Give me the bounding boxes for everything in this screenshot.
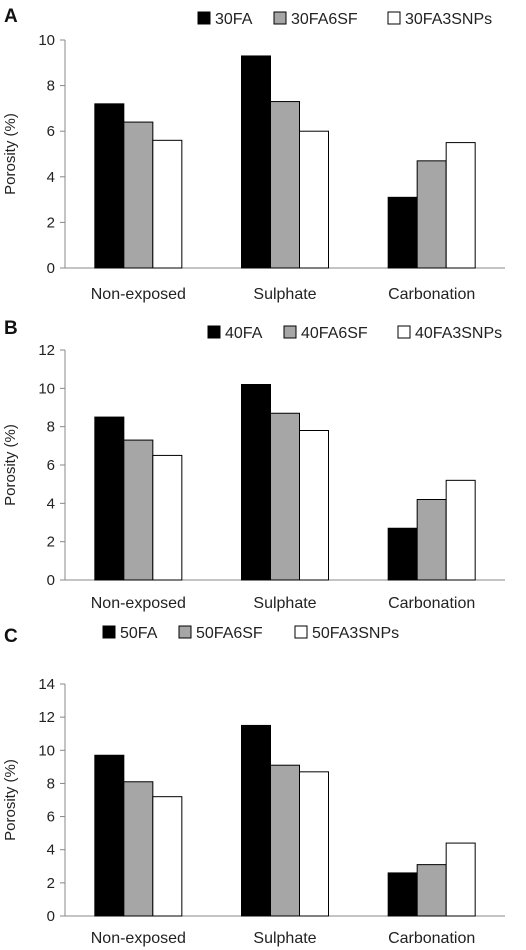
chart-a-y-tick-label: 2 xyxy=(47,214,55,231)
chart-c-y-tick-label: 6 xyxy=(47,809,55,826)
chart-b-y-tick-label: 4 xyxy=(47,495,55,512)
chart-panel-a: A 0 2 4 6 8 10 Porosity (%) Non-exposed Sulphate C… xyxy=(0,0,526,312)
chart-c-bar-50fa-non-exposed xyxy=(94,754,125,917)
chart-c-bar-50fa-carbonation xyxy=(387,872,418,917)
chart-b-legend-label: 40FA xyxy=(225,325,263,342)
chart-a-bar-30fa-sulphate xyxy=(241,55,271,269)
chart-a-y-tick-label: 4 xyxy=(47,169,55,186)
chart-c-legend-label: 50FA6SF xyxy=(196,625,263,642)
chart-c-y-tick-label: 0 xyxy=(47,908,55,925)
chart-a-legend-label: 30FA3SNPs xyxy=(405,11,492,28)
chart-a-x-category-label: Carbonation xyxy=(388,286,475,303)
chart-b-svg: B 0 2 4 6 8 10 12 Porosity (%) Non-exposed Sulphat… xyxy=(2,318,505,612)
chart-b-y-tick-label: 0 xyxy=(47,572,55,589)
chart-b-y-tick-label: 8 xyxy=(47,419,55,436)
chart-b-bar-40fa3snps-sulphate xyxy=(299,430,329,581)
chart-b-bar-40fa-carbonation xyxy=(387,527,418,581)
chart-b-panel-letter: B xyxy=(4,318,18,339)
chart-a-bar-30fa6sf-sulphate xyxy=(270,101,300,269)
chart-a-x-category-label: Sulphate xyxy=(253,286,316,303)
chart-c-y-tick-label: 10 xyxy=(38,742,55,759)
chart-a-y-tick-label: 10 xyxy=(38,32,55,49)
chart-c-y-tick-label: 2 xyxy=(47,875,55,892)
chart-panel-c: C 0 2 4 6 8 10 12 14 Porosity (%) Non-exposed Sulph… xyxy=(0,622,526,950)
chart-b-bar-40fa-non-exposed xyxy=(94,416,125,581)
chart-a-bar-30fa-non-exposed xyxy=(94,103,125,269)
chart-b-bar-40fa-sulphate xyxy=(241,384,271,581)
chart-b-bar-40fa6sf-sulphate xyxy=(270,412,300,581)
chart-c-y-tick-label: 4 xyxy=(47,842,55,859)
chart-b-bar-40fa6sf-carbonation xyxy=(416,499,447,581)
chart-c-x-category-label: Sulphate xyxy=(253,930,316,947)
chart-a-bar-30fa6sf-non-exposed xyxy=(123,121,154,269)
chart-c-legend-swatch xyxy=(178,625,192,639)
chart-a-bar-30fa3snps-non-exposed xyxy=(152,139,183,269)
chart-a-bar-30fa6sf-carbonation xyxy=(416,160,447,269)
chart-a-panel-letter: A xyxy=(4,6,18,27)
chart-a-legend-swatch xyxy=(273,11,287,25)
chart-c-panel-letter: C xyxy=(4,626,18,647)
chart-c-x-category-label: Non-exposed xyxy=(91,930,186,947)
chart-c-legend-swatch xyxy=(102,625,116,639)
chart-c-legend-label: 50FA xyxy=(120,625,158,642)
chart-c-legend-swatch xyxy=(294,625,308,639)
chart-c-y-tick-label: 14 xyxy=(38,676,55,693)
chart-c-bar-50fa6sf-non-exposed xyxy=(123,781,154,917)
chart-a-y-tick-label: 0 xyxy=(47,260,55,277)
chart-b-y-tick-label: 12 xyxy=(38,342,55,359)
chart-c-y-tick-label: 12 xyxy=(38,709,55,726)
chart-a-x-category-label: Non-exposed xyxy=(91,286,186,303)
chart-c-svg: C 0 2 4 6 8 10 12 14 Porosity (%) Non-exposed Sulph… xyxy=(2,625,505,947)
chart-a-y-tick-label: 6 xyxy=(47,123,55,140)
chart-b-bar-40fa3snps-carbonation xyxy=(445,479,476,581)
chart-b-y-tick-label: 2 xyxy=(47,534,55,551)
chart-b-legend-label: 40FA6SF xyxy=(301,325,368,342)
chart-b-bar-40fa6sf-non-exposed xyxy=(123,439,154,581)
chart-c-bar-50fa3snps-non-exposed xyxy=(152,796,183,917)
chart-a-bar-30fa3snps-carbonation xyxy=(445,142,476,269)
chart-a-legend-label: 30FA xyxy=(215,11,253,28)
chart-b-bar-40fa3snps-non-exposed xyxy=(152,454,183,581)
chart-b-y-axis-label: Porosity (%) xyxy=(2,424,19,506)
chart-c-bar-50fa-sulphate xyxy=(241,724,271,917)
chart-b-x-category-label: Non-exposed xyxy=(91,595,186,612)
chart-b-y-tick-label: 6 xyxy=(47,457,55,474)
chart-b-x-category-label: Sulphate xyxy=(253,595,316,612)
chart-c-legend-label: 50FA3SNPs xyxy=(312,625,399,642)
chart-c-bar-50fa6sf-sulphate xyxy=(270,764,300,917)
chart-b-y-tick-label: 10 xyxy=(38,380,55,397)
chart-a-svg: A 0 2 4 6 8 10 Porosity (%) Non-exposed Sulphate C… xyxy=(2,6,505,303)
chart-c-bar-50fa3snps-carbonation xyxy=(445,842,476,917)
chart-c-bar-50fa3snps-sulphate xyxy=(299,771,329,917)
chart-b-legend-swatch xyxy=(283,325,297,339)
chart-b-legend-label: 40FA3SNPs xyxy=(415,325,502,342)
chart-a-bar-30fa-carbonation xyxy=(387,196,418,269)
chart-c-x-category-label: Carbonation xyxy=(388,930,475,947)
chart-a-legend-swatch xyxy=(197,11,211,25)
chart-b-x-category-label: Carbonation xyxy=(388,595,475,612)
chart-panel-b: B 0 2 4 6 8 10 12 Porosity (%) Non-exposed Sulphat… xyxy=(0,312,526,622)
chart-a-legend-label: 30FA6SF xyxy=(291,11,358,28)
chart-b-legend-swatch xyxy=(207,325,221,339)
chart-c-bar-50fa6sf-carbonation xyxy=(416,864,447,917)
chart-a-bar-30fa3snps-sulphate xyxy=(299,130,329,269)
chart-c-y-tick-label: 8 xyxy=(47,775,55,792)
chart-a-legend-swatch xyxy=(387,11,401,25)
chart-a-y-tick-label: 8 xyxy=(47,78,55,95)
chart-b-legend-swatch xyxy=(397,325,411,339)
chart-a-y-axis-label: Porosity (%) xyxy=(2,113,19,195)
chart-c-y-axis-label: Porosity (%) xyxy=(2,759,19,841)
